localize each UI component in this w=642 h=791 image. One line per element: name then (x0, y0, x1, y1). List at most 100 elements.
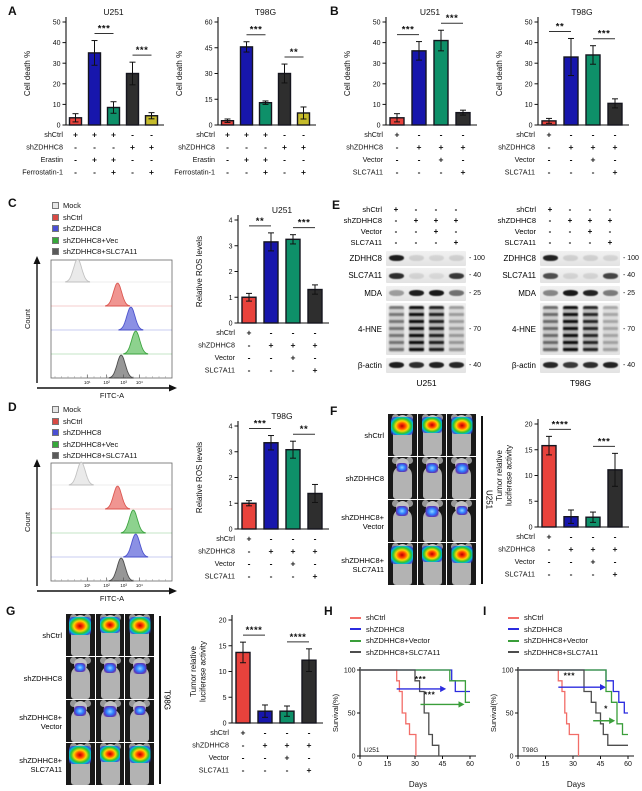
svg-text:+: + (439, 142, 444, 152)
svg-text:-: - (418, 130, 421, 140)
svg-text:-: - (264, 765, 267, 775)
mouse-bioluminescence-image (388, 543, 417, 585)
svg-text:+: + (439, 155, 444, 165)
blot-smear-lane (582, 306, 598, 352)
blot-row-SLC7A11: SLC7A11- 40 (488, 268, 642, 283)
luminescence-signal (69, 617, 92, 636)
svg-text:U251: U251 (420, 7, 441, 17)
svg-text:0: 0 (209, 123, 213, 130)
svg-text:0: 0 (229, 321, 233, 328)
svg-text:-: - (270, 328, 273, 338)
legend-label: shZDHHC8+Vec (63, 439, 119, 449)
svg-text:+: + (130, 142, 135, 152)
luminescence-signal (451, 417, 473, 435)
blot-band (582, 255, 598, 261)
bar-chart-c-ros: 0 1 2 3 4 U251 Relative ROS levels ** *** shCtrl +… (192, 204, 342, 395)
svg-text:10⁴: 10⁴ (136, 380, 143, 385)
blot-strip (386, 250, 466, 266)
svg-text:+: + (149, 167, 154, 177)
survival-legend-i: shCtrl shZDHHC8 shZDHHC8+Vector shZDHHC8+SL… (508, 612, 598, 658)
blot-band (582, 362, 598, 368)
svg-text:+: + (285, 740, 290, 750)
svg-text:-: - (570, 557, 573, 567)
svg-text:-: - (570, 532, 573, 542)
svg-text:0: 0 (57, 123, 61, 130)
svg-text:shCtrl: shCtrl (216, 534, 235, 543)
blot-band (582, 290, 598, 296)
svg-text:T98G: T98G (571, 7, 592, 17)
svg-text:FITC-A: FITC-A (100, 594, 124, 603)
blot-band (428, 362, 444, 368)
blot-strip (386, 303, 466, 355)
legend-swatch (350, 628, 361, 631)
svg-text:+: + (301, 142, 306, 152)
blot-strip (540, 285, 620, 301)
luminescence-signal (133, 663, 147, 674)
luminescence-signal (104, 663, 116, 673)
svg-text:+: + (291, 546, 296, 556)
survival-curve-shZDHHC8+SLC7A11 (360, 669, 440, 756)
molecular-weight-marker: - 70 (469, 325, 482, 333)
legend-label: shZDHHC8+Vector (524, 636, 588, 646)
survival-plot-svg: 0 15 30 45 60 0 50 100 Days Survival(%) U251 *** *** (331, 667, 476, 789)
mouse-bioluminescence-image (95, 614, 125, 656)
svg-text:shZDHHC8: shZDHHC8 (198, 341, 235, 350)
svg-text:+: + (149, 142, 154, 152)
mouse-bioluminescence-image (95, 743, 125, 785)
mouse-image-row (388, 500, 477, 543)
luminescence-signal (100, 746, 120, 763)
molecular-weight-marker: - 40 (469, 272, 482, 279)
blot-band (388, 290, 404, 296)
luminescence-signal (391, 417, 414, 436)
svg-text:4: 4 (229, 424, 233, 431)
survival-curve-shZDHHC8+Vector (518, 669, 628, 736)
svg-text:+: + (111, 130, 116, 140)
legend-swatch (508, 616, 519, 619)
mouse-bioluminescence-image (447, 414, 477, 456)
svg-text:-: - (314, 328, 317, 338)
svg-text:-: - (131, 130, 134, 140)
mouse-bioluminescence-image (66, 657, 95, 699)
panel-letter-e: E (332, 198, 341, 212)
svg-text:-: - (292, 534, 295, 544)
legend-label: shZDHHC8 (524, 624, 563, 634)
svg-text:Vector: Vector (209, 753, 230, 762)
blot-band (542, 362, 558, 368)
luminescence-signal (451, 546, 473, 564)
svg-text:-: - (131, 167, 134, 177)
svg-text:45: 45 (597, 761, 605, 768)
svg-text:10²: 10² (103, 380, 110, 385)
svg-text:-: - (614, 557, 617, 567)
svg-text:40: 40 (373, 40, 381, 47)
svg-text:Relative ROS levels: Relative ROS levels (195, 236, 204, 307)
luminescence-signal (74, 706, 87, 716)
svg-text:T98G: T98G (271, 411, 292, 421)
svg-text:shCtrl: shCtrl (196, 130, 215, 139)
svg-text:-: - (548, 167, 551, 177)
svg-text:-: - (462, 130, 465, 140)
svg-text:10³: 10³ (120, 583, 127, 588)
svg-text:+: + (395, 130, 400, 140)
legend-swatch (52, 406, 59, 414)
blot-row-ZDHHC8: ZDHHC8- 100 (334, 250, 489, 266)
legend-item: Mock (52, 200, 137, 212)
blot-band (408, 290, 424, 296)
blot-band (562, 255, 578, 261)
svg-text:-: - (396, 167, 399, 177)
bar-chart-a-u251: 0 10 20 30 40 50 U251 Cell death % *** *** shCtrl +… (20, 6, 170, 197)
bar-chart-svg: 0 10 20 30 40 50 U251 Cell death % *** *** shCtrl +… (343, 7, 477, 177)
luminescence-signal (396, 506, 409, 516)
svg-text:-: - (93, 167, 96, 177)
flow-curve-shZDHHC8+SLC7A11 (108, 557, 134, 582)
svg-text:***: *** (298, 218, 311, 229)
blot-condition-row: shCtrl + - - - (362, 205, 458, 214)
blot-condition-row: SLC7A11- - - + (504, 238, 613, 247)
svg-text:shZDHHC8: shZDHHC8 (198, 547, 235, 556)
svg-text:0: 0 (377, 123, 381, 130)
svg-text:3: 3 (229, 243, 233, 250)
svg-text:-: - (548, 142, 551, 152)
flow-curve-Mock (68, 461, 94, 486)
legend-swatch (350, 651, 361, 654)
luminescence-signal (74, 663, 86, 673)
svg-text:-: - (245, 167, 248, 177)
